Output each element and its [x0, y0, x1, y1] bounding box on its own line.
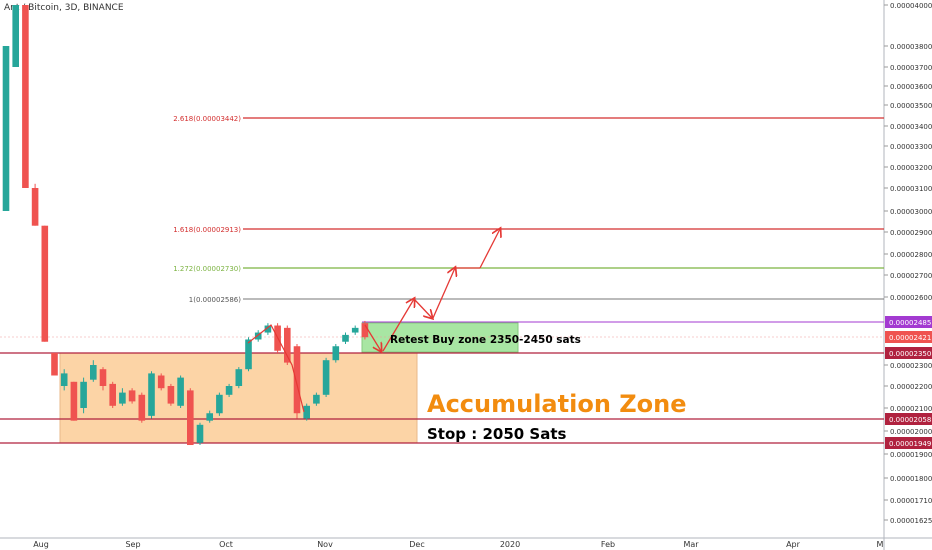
- arrow-up-2: [432, 268, 455, 319]
- price-label-box: [885, 316, 932, 328]
- y-tick-label: 0.00003500: [890, 102, 932, 110]
- symbol-title: Ant / Bitcoin, 3D, BINANCE: [4, 3, 124, 13]
- candle-body: [2, 46, 10, 211]
- price-label-text: 0.00002350: [889, 350, 931, 358]
- candle-body: [187, 390, 194, 446]
- fib-label-2618: 2.618(0.00003442): [173, 115, 241, 123]
- price-label-text: 0.00002421: [889, 334, 931, 342]
- x-tick-label: Dec: [409, 540, 424, 549]
- y-tick-label: 0.00001900: [890, 451, 932, 459]
- y-tick-label: 0.00003000: [890, 208, 932, 216]
- candle-body: [90, 365, 97, 380]
- candle-body: [109, 383, 116, 406]
- x-tick-label: M: [877, 540, 884, 549]
- candle-body: [177, 377, 184, 406]
- y-tick-label: 0.00004000: [890, 2, 932, 10]
- candle-body: [332, 346, 340, 361]
- y-tick-label: 0.00003100: [890, 185, 932, 193]
- retest-buy-zone: [361, 322, 519, 353]
- candle-body: [99, 369, 107, 386]
- accumulation-label: Accumulation Zone: [427, 390, 687, 418]
- candle-body: [322, 360, 330, 395]
- y-tick-label: 0.00003800: [890, 43, 932, 51]
- y-tick-label: 0.00003600: [890, 83, 932, 91]
- y-tick-label: 0.00003200: [890, 164, 932, 172]
- arrow-up-1: [382, 299, 414, 352]
- price-label-text: 0.00001949: [889, 440, 931, 448]
- candle-body: [22, 5, 29, 188]
- candle-body: [119, 392, 126, 404]
- candle-body: [303, 405, 310, 419]
- y-tick-label: 0.00003400: [890, 123, 932, 131]
- candle-body: [293, 346, 301, 414]
- y-tick-label: 0.00002600: [890, 294, 932, 302]
- price-labels: 0.00002485 0.00002421 0.00002350 0.00002058…: [885, 316, 932, 449]
- y-tick-label: 0.00002700: [890, 272, 932, 280]
- candle-body: [80, 381, 87, 408]
- candle-body: [138, 394, 146, 421]
- x-tick-label: Aug: [33, 540, 49, 549]
- price-label-box: [885, 413, 932, 425]
- y-tick-label: 0.00002000: [890, 428, 932, 436]
- y-tick-label: 0.00002200: [890, 383, 932, 391]
- candle-body: [157, 375, 165, 389]
- retest-label: Retest Buy zone 2350-2450 sats: [390, 334, 581, 346]
- candle-body: [264, 325, 272, 333]
- candle-body: [245, 339, 252, 370]
- candle-body: [284, 327, 291, 363]
- y-tick-label: 0.00001625: [890, 517, 932, 525]
- fib-label-1: 1(0.00002586): [189, 296, 241, 304]
- candle-body: [167, 386, 175, 404]
- x-tick-label: Oct: [219, 540, 233, 549]
- candle-body: [206, 413, 213, 421]
- price-label-box: [885, 331, 932, 343]
- candle-body: [60, 373, 68, 386]
- price-axis[interactable]: 0.00004000 0.00003800 0.00003700 0.00003600…: [884, 2, 932, 525]
- candle-body: [41, 225, 49, 342]
- stop-label: Stop : 2050 Sats: [427, 425, 567, 443]
- x-tick-label: Sep: [125, 540, 140, 549]
- fib-label-1618: 1.618(0.00002913): [173, 226, 241, 234]
- candle-body: [12, 5, 19, 67]
- arrow-up-3: [479, 229, 500, 269]
- historical-path: [247, 324, 305, 413]
- y-tick-label: 0.00001710: [890, 497, 932, 505]
- candle-body: [31, 188, 39, 226]
- candles-group: [2, 5, 369, 446]
- arrow-down-1: [413, 298, 432, 318]
- candle-body: [70, 381, 78, 421]
- candle-body: [225, 386, 233, 395]
- price-label-text: 0.00002058: [889, 416, 931, 424]
- x-tick-label: 2020: [500, 540, 520, 549]
- candle-body: [196, 424, 204, 443]
- x-tick-label: Apr: [786, 540, 801, 549]
- y-tick-label: 0.00001800: [890, 475, 932, 483]
- x-tick-label: Nov: [317, 540, 333, 549]
- y-tick-label: 0.00002100: [890, 405, 932, 413]
- candle-body: [351, 327, 359, 333]
- time-axis[interactable]: Aug Sep Oct Nov Dec 2020 Feb Mar Apr M: [33, 540, 883, 549]
- candle-body: [148, 373, 155, 416]
- candle-body: [51, 353, 58, 376]
- y-tick-label: 0.00003300: [890, 143, 932, 151]
- x-tick-label: Feb: [601, 540, 615, 549]
- y-tick-label: 0.00002900: [890, 229, 932, 237]
- fib-label-1272: 1.272(0.00002730): [173, 265, 241, 273]
- candle-body: [361, 323, 369, 338]
- candle-body: [128, 390, 136, 402]
- candle-body: [342, 334, 349, 342]
- y-tick-label: 0.00002300: [890, 362, 932, 370]
- y-tick-label: 0.00003700: [890, 64, 932, 72]
- candle-body: [254, 332, 262, 340]
- arrow-down-retest: [364, 324, 381, 351]
- price-label-box: [885, 437, 932, 449]
- candle-body: [216, 394, 223, 414]
- y-tick-label: 0.00002800: [890, 251, 932, 259]
- price-label-text: 0.00002485: [889, 319, 931, 327]
- candle-body: [235, 369, 243, 386]
- x-tick-label: Mar: [683, 540, 699, 549]
- candle-body: [313, 394, 320, 404]
- price-label-box: [885, 347, 932, 359]
